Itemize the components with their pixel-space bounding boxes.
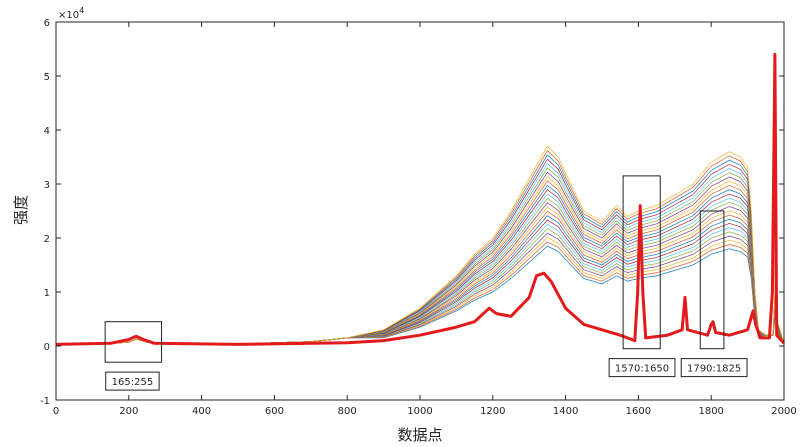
region-label-box [105,371,160,391]
y-tick-label: 1 [44,288,50,299]
region-annotations: 165:255 1570:1650 1790:1825 [104,175,748,391]
x-tick-label: 1000 [407,406,432,417]
y-tick-label: 0 [44,342,50,353]
y-tick-label: 4 [44,126,50,137]
x-axis-label: 数据点 [397,426,442,444]
region-label-box [680,358,748,378]
x-tick-label: 800 [338,406,357,417]
highlight-spectrum-line [55,52,786,346]
region-box [699,210,725,350]
y-axis-exponent: ×104 [58,6,84,21]
highlight-series-group [55,52,786,346]
region-label-box [608,358,676,378]
y-axis-label: 强度 [12,195,30,225]
y-tick-label: -1 [40,396,50,407]
region-label: 165:255 [112,377,154,388]
x-tick-label: 200 [119,406,138,417]
x-tick-label: 400 [192,406,211,417]
y-tick-label: 2 [44,234,50,245]
axes: 0 200 400 600 800 1000 1200 1400 1600 1800 2000-10… [40,18,797,417]
x-tick-label: 1200 [480,406,505,417]
spectrum-line [55,93,785,345]
y-tick-label: 6 [44,18,50,29]
spectra-band-group [55,75,785,345]
region-label: 1790:1825 [687,364,741,375]
region-box [622,175,661,350]
y-tick-label: 3 [44,180,50,191]
spectrum-line [55,75,785,345]
region-box [104,321,163,363]
x-tick-label: 2000 [771,406,796,417]
region-label: 1570:1650 [615,364,669,375]
spectrum-line [55,87,785,345]
x-tick-label: 600 [265,406,284,417]
x-tick-label: 1800 [698,406,723,417]
spectrum-line [55,81,785,345]
x-tick-label: 1400 [553,406,578,417]
x-tick-label: 0 [53,406,59,417]
x-tick-label: 1600 [626,406,651,417]
y-tick-label: 5 [44,72,50,83]
